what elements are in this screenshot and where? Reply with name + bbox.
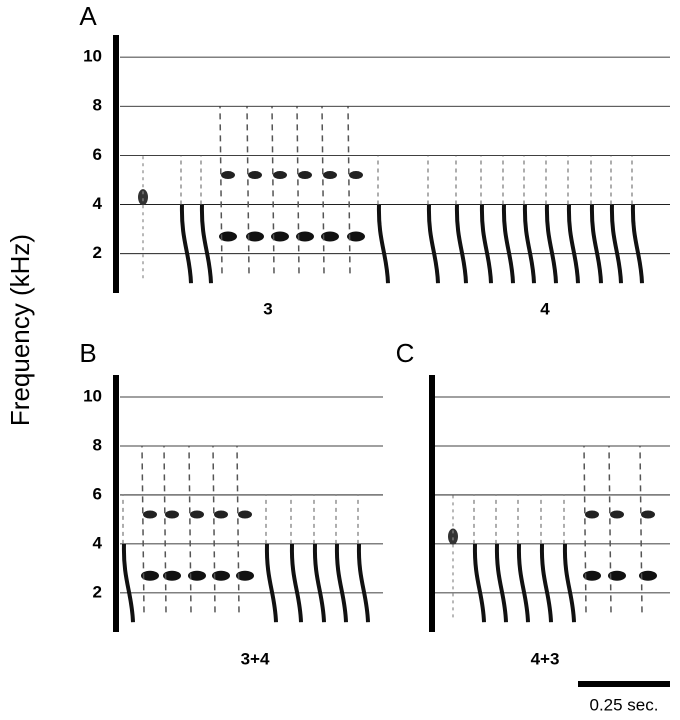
syllable xyxy=(562,543,576,623)
syllable xyxy=(312,543,326,623)
syllable xyxy=(522,204,536,284)
syllable xyxy=(608,570,626,581)
syllable xyxy=(589,204,603,284)
y-axis xyxy=(113,375,119,632)
syllable xyxy=(188,570,206,581)
syllable xyxy=(472,543,486,623)
syllable xyxy=(494,543,508,623)
syllable xyxy=(141,570,159,581)
syllable xyxy=(583,445,587,613)
syllable xyxy=(248,171,262,180)
syllable xyxy=(264,543,278,623)
syllable xyxy=(639,570,657,581)
y-tick-label: 8 xyxy=(93,96,102,115)
syllable xyxy=(271,106,275,274)
syllable xyxy=(448,528,458,545)
syllable xyxy=(608,445,612,613)
syllable xyxy=(321,106,325,274)
spectrogram xyxy=(138,106,644,284)
syllable xyxy=(347,231,365,242)
y-axis xyxy=(113,35,119,293)
syllable xyxy=(639,445,643,613)
syllable xyxy=(188,445,192,613)
y-tick-label: 6 xyxy=(93,145,102,164)
syllable xyxy=(544,204,558,284)
syllable xyxy=(271,231,289,242)
spectrogram xyxy=(448,445,657,623)
panel-label: B xyxy=(79,338,96,368)
syllable xyxy=(334,543,348,623)
syllable xyxy=(566,204,580,284)
syllable xyxy=(163,570,181,581)
y-tick-label: 2 xyxy=(93,243,102,262)
syllable xyxy=(143,510,157,519)
syllable xyxy=(296,106,300,274)
y-tick-label: 8 xyxy=(93,435,102,454)
syllable xyxy=(609,204,623,284)
syllable xyxy=(221,171,235,180)
scale-bar-label: 0.25 sec. xyxy=(590,695,659,714)
syllable xyxy=(138,189,148,206)
segment-label: 3+4 xyxy=(241,649,270,668)
syllable xyxy=(479,204,493,284)
syllable xyxy=(356,543,370,623)
y-tick-label: 4 xyxy=(93,533,103,552)
y-tick-label: 2 xyxy=(93,582,102,601)
panel-label: C xyxy=(396,338,415,368)
syllable xyxy=(246,106,250,274)
syllable xyxy=(141,445,145,613)
syllable xyxy=(246,231,264,242)
panel-label: A xyxy=(79,1,97,31)
segment-label: 4+3 xyxy=(531,649,560,668)
segment-label: 3 xyxy=(263,299,272,318)
syllable xyxy=(289,543,303,623)
syllable xyxy=(121,543,135,623)
syllable xyxy=(165,510,179,519)
syllable xyxy=(641,510,655,519)
syllable xyxy=(426,204,440,284)
syllable xyxy=(236,570,254,581)
y-axis xyxy=(429,375,435,632)
syllable xyxy=(190,510,204,519)
syllable xyxy=(212,570,230,581)
y-tick-label: 4 xyxy=(93,194,103,213)
syllable xyxy=(321,231,339,242)
syllable xyxy=(323,171,337,180)
syllable xyxy=(212,445,216,613)
syllable xyxy=(273,171,287,180)
syllable xyxy=(501,204,515,284)
y-tick-label: 10 xyxy=(83,47,102,66)
syllable xyxy=(583,570,601,581)
syllable xyxy=(236,445,240,613)
syllable xyxy=(347,106,351,274)
syllable xyxy=(516,543,530,623)
syllable xyxy=(199,204,213,284)
y-tick-label: 6 xyxy=(93,484,102,503)
syllable xyxy=(539,543,553,623)
y-tick-label: 10 xyxy=(83,387,102,406)
syllable xyxy=(298,171,312,180)
syllable xyxy=(214,510,228,519)
syllable xyxy=(296,231,314,242)
syllable xyxy=(585,510,599,519)
syllable xyxy=(179,204,193,284)
syllable xyxy=(454,204,468,284)
syllable xyxy=(349,171,363,180)
syllable xyxy=(630,204,644,284)
spectrogram xyxy=(121,445,370,623)
syllable xyxy=(219,106,223,274)
syllable xyxy=(163,445,167,613)
syllable xyxy=(219,231,237,242)
y-axis-label: Frequency (kHz) xyxy=(5,234,35,426)
syllable xyxy=(610,510,624,519)
syllable xyxy=(376,204,390,284)
syllable xyxy=(238,510,252,519)
segment-label: 4 xyxy=(540,299,550,318)
